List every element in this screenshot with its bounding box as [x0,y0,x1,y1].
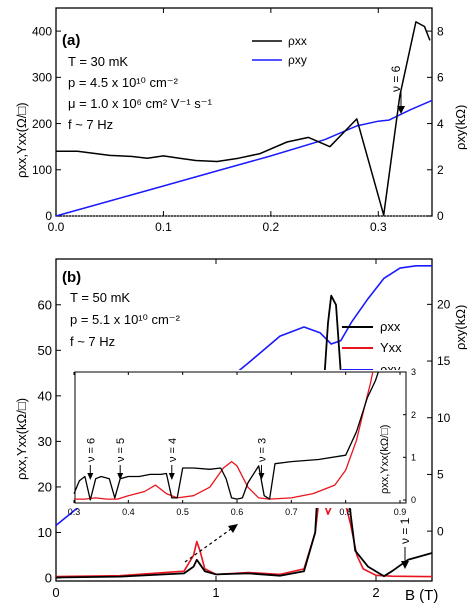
inset-pointer [184,523,239,563]
legend-a-rhoxy-label: ρxy [288,53,307,67]
panel-b-params: T = 50 mK p = 5.1 x 10¹⁰ cm⁻² f ~ 7 Hz [70,290,181,349]
param-b-frequency: f ~ 7 Hz [70,334,115,349]
inset-nu-arrow-head [117,473,124,480]
b-yl-tick-label: 30 [38,434,52,449]
panel-b-ylabel-left: ρxx,Yxx(kΩ/□) [14,398,29,480]
panel-b-ylabel-right: ρxy(kΩ) [453,305,467,350]
legend-a-rhoxx-label: ρxx [288,34,307,48]
inset-x-tick-label: 0.7 [285,507,298,517]
b-x-tick-label: 0 [52,585,59,600]
inset-x-tick-label: 0.5 [176,507,189,517]
a-yr-tick-label: 6 [437,71,444,85]
b-yl-tick-label: 10 [38,525,52,540]
b-yl-tick-label: 50 [38,343,52,358]
legend-b-rhoxx-label: ρxx [380,319,401,334]
b-yr-tick-label: 10 [437,411,451,425]
inset-annotations: ν = 6 ν = 5 ν = 4 ν = 3 [85,438,268,480]
inset-nu-arrow-head [258,473,265,480]
inset-x-tick-label: 0.6 [231,507,244,517]
b-yr-tick-label: 15 [437,354,451,368]
nu1-arrow-head [401,561,409,569]
a-yl-tick-label: 0 [45,209,52,223]
panel-a-legend: ρxx ρxy [252,34,307,67]
a-yr-tick-label: 8 [437,24,444,38]
a-x-tick-label: 0.1 [155,220,172,234]
a-yr-tick-label: 2 [437,163,444,177]
inset-y-tick-label: 3 [411,367,416,377]
inset-y-tick-label: 1 [411,452,416,462]
nu6-label: ν = 6 [389,65,403,92]
nu6-annotation: ν = 6 [389,65,405,114]
a-rhoxx-line [56,21,431,216]
inset-y-tick-label: 0 [411,495,416,505]
panel-b-label: (b) [62,269,81,286]
param-mobility: μ = 1.0 x 10⁶ cm² V⁻¹ s⁻¹ [68,96,213,111]
a-x-tick-label: 0.2 [263,220,280,234]
a-yl-tick-label: 300 [32,71,52,85]
nu1-label: ν = 1 [398,517,412,544]
a-yl-tick-label: 200 [32,117,52,131]
b-yl-tick-label: 20 [38,479,52,494]
a-rhoxy-line [55,99,433,217]
a-x-tick-label: 0.3 [370,220,387,234]
panel-a: (a) 0.0 0.1 0.2 0.3 0 100 200 300 400 0 2 4 6 8 T = 3… [14,7,467,234]
b-yl-tick-label: 0 [45,571,52,586]
panel-a-frame [55,7,433,217]
panel-a-ylabel-left: ρxx,Yxx(Ω/□) [14,102,29,178]
inset-nu-arrow-head [87,473,94,480]
b-yr-tick-label: 20 [437,298,451,312]
inset-pointer-line [184,523,239,563]
inset-nu-label: ν = 3 [256,438,268,462]
inset-x-tick-label: 0.9 [394,507,407,517]
b-yl-tick-label: 40 [38,388,52,403]
inset-x-tick-label: 0.3 [68,507,81,517]
panel-a-curves [55,21,433,217]
a-yr-tick-label: 4 [437,117,444,131]
panel-a-label: (a) [62,32,80,49]
nu1-annotation: ν = 1 [398,517,412,569]
inset-yxx-line [74,371,374,500]
inset-ylabel: ρxx,Yxx(kΩ/□) [379,425,391,494]
panel-a-ylabel-right: ρxy(kΩ) [453,105,467,150]
param-density: p = 4.5 x 10¹⁰ cm⁻² [68,75,179,90]
b-yl-tick-label: 60 [38,297,52,312]
a-yr-tick-label: 0 [437,209,444,223]
inset-nu-label: ν = 6 [85,438,97,462]
b-x-tick-label: 1 [212,585,219,600]
nu6-arrow-head [397,106,405,114]
inset-x-tick-label: 0.8 [339,507,352,517]
inset-pointer-head [228,524,238,533]
b-x-tick-label: 2 [372,585,379,600]
inset-frame [74,371,407,504]
b-yr-tick-label: 0 [437,524,444,538]
inset-x-tick-label: 0.4 [122,507,135,517]
panel-a-ticks: 0.0 0.1 0.2 0.3 0 100 200 300 400 0 2 4 6 8 [32,8,444,234]
panel-b-legend: ρxx Yxx ρxy [342,319,402,377]
inset-nu-arrow-head [168,473,175,480]
legend-b-yxx-label: Yxx [380,340,402,355]
panel-a-params: T = 30 mK p = 4.5 x 10¹⁰ cm⁻² μ = 1.0 x … [68,54,213,132]
inset-nu-label: ν = 5 [115,438,127,462]
inset-ticks: 0.3 0.4 0.5 0.6 0.7 0.8 0.9 0 1 2 3 [68,367,416,517]
inset-rhoxx-line [73,371,379,501]
a-x-tick-label: 0.0 [48,220,65,234]
a-yl-tick-label: 100 [32,163,52,177]
a-yl-tick-label: 400 [32,24,52,38]
b-yr-tick-label: 5 [437,468,444,482]
inset-curves [73,371,379,501]
param-b-temperature: T = 50 mK [70,290,130,305]
param-b-density: p = 5.1 x 10¹⁰ cm⁻² [70,312,181,327]
param-temperature: T = 30 mK [68,54,128,69]
inset-y-tick-label: 2 [411,410,416,420]
panel-b-xlabel: B (T) [405,587,438,604]
inset-nu-label: ν = 4 [167,438,179,462]
param-frequency: f ~ 7 Hz [68,117,113,132]
panel-b-frame [55,258,433,582]
